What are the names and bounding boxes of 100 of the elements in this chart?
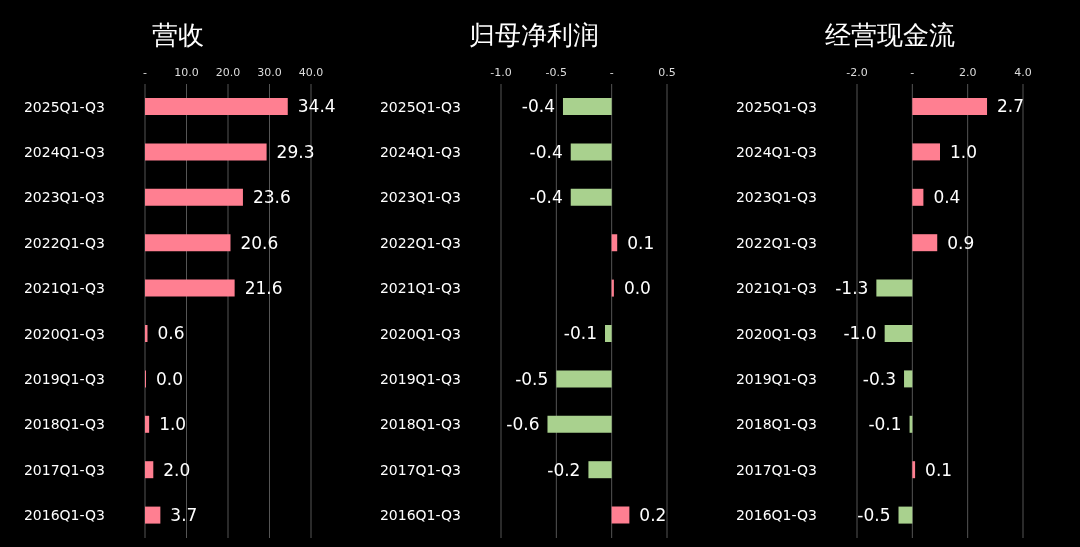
bar xyxy=(145,279,235,297)
y-tick-label: 2017Q1-Q3 xyxy=(379,461,461,478)
y-tick-label: 2016Q1-Q3 xyxy=(23,507,105,524)
data-label: 23.6 xyxy=(252,187,291,208)
bar xyxy=(904,370,913,388)
data-label: -0.2 xyxy=(547,459,581,480)
bar xyxy=(145,98,288,115)
y-tick-label: 2019Q1-Q3 xyxy=(23,371,105,388)
data-label: 34.4 xyxy=(297,96,336,117)
bar xyxy=(611,234,618,252)
data-label: -1.3 xyxy=(835,278,869,299)
y-tick-label: 2017Q1-Q3 xyxy=(23,461,105,478)
y-tick-label: 2023Q1-Q3 xyxy=(23,189,105,206)
x-tick-label: 40.0 xyxy=(298,66,324,79)
bar xyxy=(570,143,612,161)
y-tick-label: 2017Q1-Q3 xyxy=(735,461,817,478)
data-label: -0.3 xyxy=(862,368,897,389)
y-tick-label: 2016Q1-Q3 xyxy=(379,507,461,524)
data-label: -0.1 xyxy=(868,414,902,435)
chart-title: 经营现金流 xyxy=(825,19,955,52)
bar xyxy=(145,143,267,161)
data-label: -0.6 xyxy=(506,414,540,435)
data-label: 1.0 xyxy=(950,141,978,162)
x-tick-label: 10.0 xyxy=(174,66,199,79)
y-tick-label: 2020Q1-Q3 xyxy=(23,325,105,342)
data-label: -1.0 xyxy=(843,323,877,344)
bar xyxy=(912,143,940,161)
y-tick-label: 2022Q1-Q3 xyxy=(23,234,105,251)
bar xyxy=(145,415,150,433)
y-tick-label: 2023Q1-Q3 xyxy=(735,189,817,206)
x-tick-label: 4.0 xyxy=(1014,66,1032,79)
bar xyxy=(898,506,913,524)
y-tick-label: 2021Q1-Q3 xyxy=(735,280,817,297)
x-tick-label: 0.5 xyxy=(658,66,676,79)
x-tick-label: -2.0 xyxy=(846,66,868,79)
bar xyxy=(145,188,243,206)
data-label: 0.1 xyxy=(627,232,655,253)
chart-title: 营收 xyxy=(152,19,204,52)
bar xyxy=(145,234,231,252)
bar xyxy=(876,279,913,297)
bar xyxy=(912,234,938,252)
y-tick-label: 2024Q1-Q3 xyxy=(23,144,105,161)
data-label: -0.4 xyxy=(529,187,563,208)
bar xyxy=(912,461,916,479)
y-tick-label: 2018Q1-Q3 xyxy=(23,416,105,433)
data-label: 0.0 xyxy=(623,278,651,299)
data-label: 0.0 xyxy=(156,368,184,389)
data-label: -0.5 xyxy=(515,368,549,389)
bar xyxy=(605,325,612,342)
bar xyxy=(145,506,161,524)
x-tick-label: - xyxy=(609,66,614,79)
data-label: -0.1 xyxy=(563,323,598,344)
data-label: -0.4 xyxy=(521,96,555,117)
bar xyxy=(611,506,630,524)
bar xyxy=(145,461,154,479)
y-tick-label: 2018Q1-Q3 xyxy=(735,416,817,433)
bar xyxy=(556,370,612,388)
data-label: 1.0 xyxy=(159,414,187,435)
y-tick-label: 2024Q1-Q3 xyxy=(379,144,461,161)
y-tick-label: 2022Q1-Q3 xyxy=(379,234,461,251)
data-label: 0.2 xyxy=(639,505,667,526)
y-tick-label: 2025Q1-Q3 xyxy=(735,98,817,115)
data-label: 29.3 xyxy=(276,141,315,162)
x-tick-label: 30.0 xyxy=(257,66,282,79)
bar xyxy=(588,461,612,479)
data-label: 21.6 xyxy=(244,278,283,299)
y-tick-label: 2022Q1-Q3 xyxy=(735,234,817,251)
data-label: -0.5 xyxy=(857,505,891,526)
data-label: 2.0 xyxy=(163,459,191,480)
bar xyxy=(562,98,612,115)
bar xyxy=(547,415,612,433)
x-tick-label: -1.0 xyxy=(490,66,512,79)
x-tick-label: 2.0 xyxy=(958,66,977,79)
y-tick-label: 2024Q1-Q3 xyxy=(735,144,817,161)
data-label: 2.7 xyxy=(997,96,1025,117)
bar xyxy=(884,325,913,342)
data-label: -0.4 xyxy=(529,141,563,162)
y-tick-label: 2021Q1-Q3 xyxy=(23,280,105,297)
data-label: 20.6 xyxy=(240,232,279,253)
data-label: 3.7 xyxy=(170,505,198,526)
x-tick-label: 20.0 xyxy=(215,66,241,79)
data-label: 0.1 xyxy=(925,459,953,480)
bar xyxy=(570,188,612,206)
data-label: 0.4 xyxy=(933,187,961,208)
y-tick-label: 2023Q1-Q3 xyxy=(379,189,461,206)
data-label: 0.6 xyxy=(157,323,185,344)
chart-title: 归母净利润 xyxy=(469,19,599,52)
y-tick-label: 2025Q1-Q3 xyxy=(23,98,105,115)
y-tick-label: 2019Q1-Q3 xyxy=(735,371,817,388)
bar xyxy=(912,188,924,206)
y-tick-label: 2016Q1-Q3 xyxy=(735,507,817,524)
x-tick-label: - xyxy=(910,66,915,79)
bar xyxy=(912,98,988,115)
y-tick-label: 2018Q1-Q3 xyxy=(379,416,461,433)
y-tick-label: 2020Q1-Q3 xyxy=(735,325,817,342)
y-tick-label: 2019Q1-Q3 xyxy=(379,371,461,388)
y-tick-label: 2020Q1-Q3 xyxy=(379,325,461,342)
y-tick-label: 2021Q1-Q3 xyxy=(379,280,461,297)
y-tick-label: 2025Q1-Q3 xyxy=(379,98,461,115)
data-label: 0.9 xyxy=(947,232,975,253)
